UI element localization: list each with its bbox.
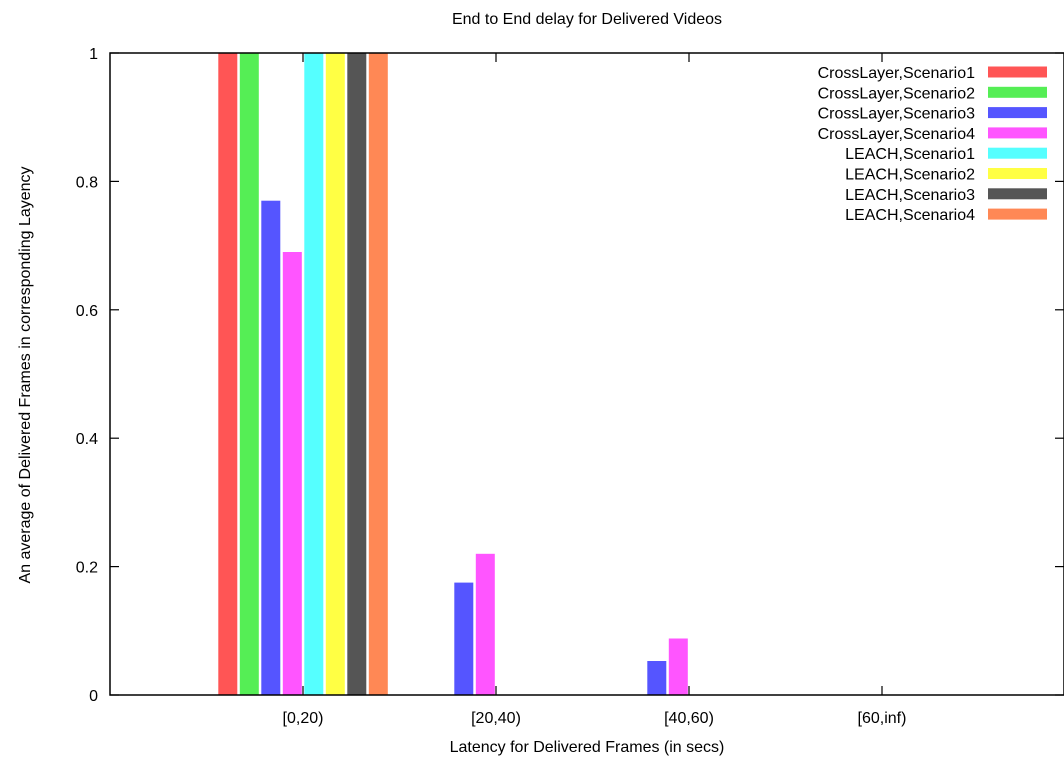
- bar-series-7-category-1: [347, 53, 367, 695]
- legend-label: CrossLayer,Scenario4: [818, 126, 976, 143]
- bar-series-3-category-3: [647, 661, 667, 695]
- legend-swatch: [988, 208, 1047, 220]
- y-axis-ticks: 0 0.2 0.4 0.6 0.8 1: [76, 46, 1064, 705]
- y-tick-label: 0.8: [76, 174, 98, 191]
- legend-label: CrossLayer,Scenario3: [818, 106, 976, 123]
- bar-series-4-category-3: [668, 638, 688, 695]
- legend-swatch: [988, 188, 1047, 200]
- legend-swatch: [988, 147, 1047, 159]
- legend-swatch: [988, 86, 1047, 98]
- bar-series-8-category-1: [368, 53, 388, 695]
- bar-series-2-category-1: [239, 53, 259, 695]
- bar-series-6-category-1: [325, 53, 345, 695]
- x-tick-label: [0,20): [283, 710, 324, 727]
- legend-label: LEACH,Scenario2: [845, 167, 975, 184]
- y-tick-label: 0.2: [76, 560, 98, 577]
- legend-swatch: [988, 66, 1047, 78]
- bar-series-3-category-1: [261, 200, 281, 695]
- y-tick-label: 0: [89, 688, 98, 705]
- bar-series-4-category-1: [282, 252, 302, 695]
- x-axis-label: Latency for Delivered Frames (in secs): [450, 739, 725, 756]
- bar-series-5-category-1: [304, 53, 324, 695]
- legend-swatch: [988, 168, 1047, 179]
- x-tick-label: [60,inf): [858, 710, 907, 727]
- bars-layer: [218, 53, 688, 695]
- bar-series-1-category-1: [218, 53, 238, 695]
- legend-label: CrossLayer,Scenario1: [818, 65, 976, 82]
- y-axis-label: An average of Delivered Frames in corres…: [17, 166, 34, 583]
- legend-label: LEACH,Scenario1: [845, 146, 975, 163]
- x-axis-ticks: [0,20) [20,40) [40,60) [60,inf): [283, 53, 907, 727]
- legend-swatch: [988, 107, 1047, 119]
- legend-label: LEACH,Scenario4: [845, 207, 975, 224]
- chart-title: End to End delay for Delivered Videos: [452, 11, 722, 28]
- legend-swatch: [988, 127, 1047, 139]
- y-tick-label: 1: [89, 46, 98, 63]
- y-tick-label: 0.4: [76, 431, 98, 448]
- x-tick-label: [20,40): [471, 710, 521, 727]
- x-tick-label: [40,60): [664, 710, 714, 727]
- plot-frame: [109, 52, 1064, 696]
- legend-label: CrossLayer,Scenario2: [818, 85, 976, 102]
- bar-series-3-category-2: [454, 582, 474, 695]
- legend-label: LEACH,Scenario3: [845, 187, 975, 204]
- legend: CrossLayer,Scenario1 CrossLayer,Scenario2…: [818, 65, 1047, 224]
- y-tick-label: 0.6: [76, 303, 98, 320]
- bar-series-4-category-2: [475, 553, 495, 695]
